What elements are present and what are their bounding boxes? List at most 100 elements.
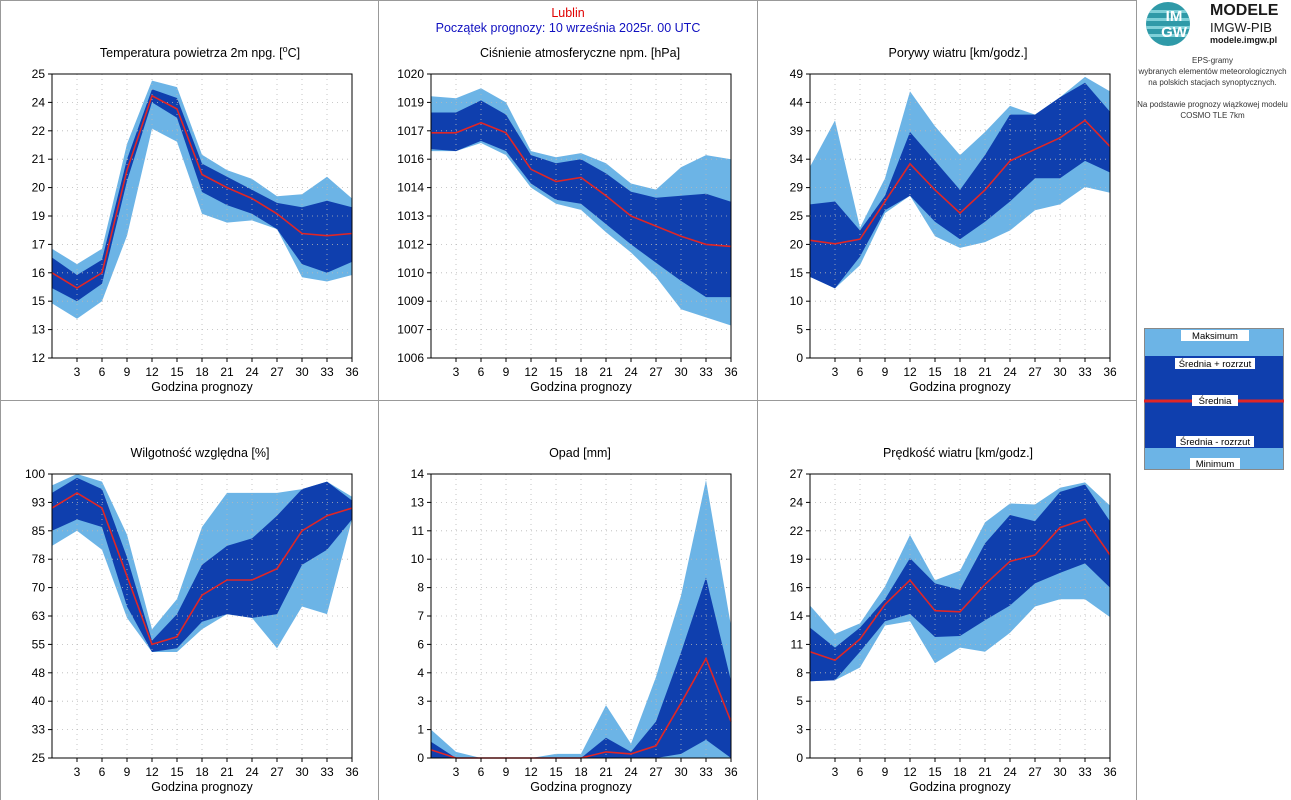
x-tick-label: 27 [270,365,284,379]
y-tick-label: 11 [412,524,425,538]
x-tick-label: 15 [549,765,563,779]
y-tick-label: 0 [417,751,424,765]
legend-mean-plus-label: Średnia + rozrzut [1179,358,1252,370]
chart-2: 1006 1007 1009 1010 1012 1013 1014 1016 1017 1019… [397,46,738,394]
y-tick-label: 14 [790,609,804,623]
x-tick-label: 33 [1078,765,1092,779]
x-tick-label: 21 [978,365,992,379]
y-tick-label: 85 [32,524,46,538]
y-tick-label: 1012 [397,237,424,251]
x-axis-label: Godzina prognozy [530,780,632,794]
x-tick-label: 36 [345,765,359,779]
desc-line4: Na podstawie prognozy wiązkowej modelu [1137,100,1288,109]
y-tick-label: 39 [790,124,804,138]
desc-line1: EPS-gramy [1192,56,1233,65]
y-tick-label: 3 [417,694,424,708]
y-tick-label: 19 [790,552,804,566]
x-tick-label: 9 [882,365,889,379]
x-tick-label: 36 [1103,765,1117,779]
y-tick-label: 1019 [397,95,424,109]
y-tick-label: 8 [796,666,803,680]
x-tick-label: 27 [1028,765,1042,779]
logo-mark: IM GW [1161,8,1187,41]
y-tick-label: 5 [796,323,803,337]
station-name: Lublin [551,6,585,20]
chart-title: Prędkość wiatru [km/godz.] [883,446,1033,460]
y-tick-label: 25 [32,751,46,765]
x-tick-label: 3 [74,765,81,779]
y-tick-label: 22 [32,124,46,138]
x-tick-label: 30 [295,365,309,379]
y-tick-label: 11 [791,637,804,651]
x-tick-label: 3 [832,765,839,779]
legend-mean-minus-label: Średnia - rozrzut [1180,436,1251,448]
x-tick-label: 6 [99,765,106,779]
x-tick-label: 3 [453,365,460,379]
y-tick-label: 70 [32,581,46,595]
y-tick-label: 1014 [397,181,424,195]
x-tick-label: 24 [245,365,259,379]
imgw-logo[interactable]: IM GW MODELE IMGW-PIB modele.imgw.pl [1140,0,1291,46]
x-tick-label: 6 [478,365,485,379]
y-tick-label: 20 [32,181,46,195]
x-tick-label: 21 [220,365,234,379]
x-tick-label: 3 [74,365,81,379]
y-tick-label: 100 [25,467,45,481]
y-tick-label: 10 [790,294,804,308]
x-tick-label: 15 [170,765,184,779]
chart-title: Porywy wiatru [km/godz.] [889,46,1028,60]
y-tick-label: 93 [32,495,46,509]
y-tick-label: 55 [32,637,46,651]
y-tick-label: 0 [796,751,803,765]
y-tick-label: 22 [790,524,804,538]
logo-title: MODELE [1210,2,1279,19]
series-max-min-band [431,480,731,758]
y-tick-label: 78 [32,552,46,566]
x-tick-label: 30 [674,365,688,379]
y-tick-label: 29 [790,181,804,195]
chart-title: Ciśnienie atmosferyczne npm. [hPa] [480,46,680,60]
x-tick-label: 27 [649,765,663,779]
y-tick-label: 5 [796,694,803,708]
y-tick-label: 0 [796,351,803,365]
logo-url[interactable]: modele.imgw.pl [1210,35,1278,45]
y-tick-label: 63 [32,609,46,623]
legend-frame [1144,328,1284,470]
y-tick-label: 24 [790,495,804,509]
y-tick-label: 10 [411,552,425,566]
x-tick-label: 12 [903,365,917,379]
y-tick-label: 15 [32,294,46,308]
x-tick-label: 33 [699,765,713,779]
chart-title: Temperatura powietrza 2m npg. [oC] [100,44,300,60]
y-tick-label: 1010 [397,266,424,280]
x-tick-label: 30 [674,765,688,779]
x-tick-label: 27 [1028,365,1042,379]
y-tick-label: 1017 [397,124,424,138]
series-mean-line [431,121,732,248]
y-tick-label: 20 [790,237,804,251]
y-tick-label: 33 [32,723,46,737]
x-tick-label: 18 [195,365,209,379]
y-tick-label: 19 [32,209,46,223]
x-tick-label: 33 [699,365,713,379]
x-tick-label: 12 [145,765,159,779]
chart-title: Opad [mm] [549,446,611,460]
forecast-start: Początek prognozy: 10 września 2025r. 00… [435,21,701,35]
x-tick-label: 15 [170,365,184,379]
x-tick-label: 36 [1103,365,1117,379]
series-spread-band [52,89,352,302]
legend-max-label: Maksimum [1192,331,1238,342]
description: EPS-gramy wybranych elementów meteorolog… [1134,55,1291,132]
x-tick-label: 12 [145,365,159,379]
y-tick-label: 44 [790,95,804,109]
series-mean-line [51,94,353,290]
y-tick-label: 27 [790,467,804,481]
x-tick-label: 18 [195,765,209,779]
series-mean-line [809,119,1111,245]
x-axis-label: Godzina prognozy [909,780,1011,794]
x-tick-label: 6 [478,765,485,779]
